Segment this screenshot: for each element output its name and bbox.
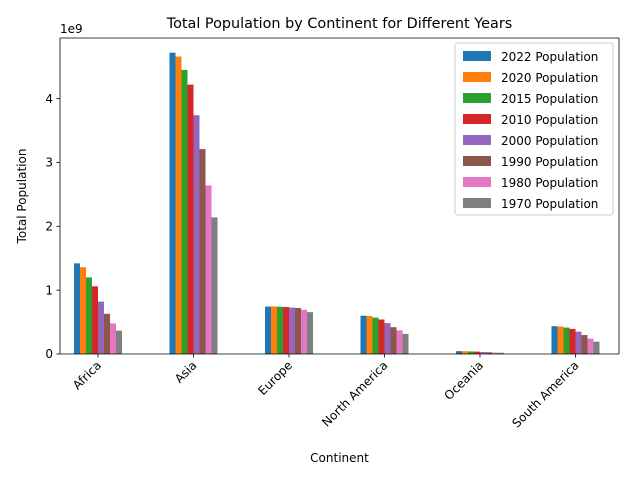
bar-europe-3 (283, 307, 289, 354)
legend: 2022 Population 2020 Population 2015 Popul… (454, 42, 614, 216)
bar-africa-6 (110, 323, 116, 354)
y-axis-label: Total Population (15, 149, 29, 245)
bar-north-america-7 (402, 333, 409, 354)
bar-europe-0 (265, 306, 271, 354)
bar-south-america-4 (575, 331, 582, 354)
legend-label: 2000 Population (501, 134, 598, 148)
legend-swatch (463, 156, 491, 166)
bar-north-america-0 (360, 315, 367, 354)
bar-asia-5 (199, 149, 206, 354)
bar-oceania-1 (462, 351, 468, 354)
bar-oceania-5 (486, 352, 492, 354)
bar-oceania-6 (492, 352, 498, 354)
chart-title: Total Population by Continent for Differ… (166, 16, 512, 32)
x-axis-label: Continent (310, 451, 369, 465)
bar-oceania-4 (480, 352, 486, 354)
bar-south-america-1 (557, 326, 564, 354)
bar-europe-4 (289, 307, 295, 354)
bar-africa-4 (98, 301, 104, 354)
bar-south-america-5 (581, 335, 588, 354)
legend-label: 1970 Population (501, 197, 598, 211)
legend-swatch (463, 72, 491, 82)
y-offset-label: 1e9 (60, 22, 83, 36)
bar-asia-2 (181, 69, 188, 355)
bar-oceania-7 (498, 352, 504, 354)
bars-group (74, 52, 600, 355)
legend-swatch (463, 114, 491, 124)
legend-label: 2015 Population (501, 92, 598, 106)
legend-swatch (463, 198, 491, 208)
bar-africa-1 (80, 267, 86, 354)
bar-africa-5 (104, 313, 110, 354)
bar-europe-7 (307, 312, 313, 354)
legend-frame (454, 42, 614, 216)
legend-label: 2010 Population (501, 113, 598, 127)
y-tick-label: 0 (45, 347, 53, 361)
y-axis-ticks: 0 1 2 3 4 (45, 92, 60, 361)
bar-africa-7 (116, 330, 122, 354)
legend-swatch (463, 51, 491, 61)
bar-north-america-4 (384, 323, 391, 354)
bar-north-america-2 (372, 317, 379, 354)
bar-europe-2 (277, 306, 283, 354)
legend-label: 1980 Population (501, 176, 598, 190)
bar-north-america-3 (378, 319, 385, 354)
bar-africa-3 (92, 286, 98, 354)
bar-europe-6 (301, 309, 307, 354)
bar-europe-1 (271, 306, 277, 354)
axes-frame (59, 37, 620, 355)
y-tick-label: 1 (45, 283, 53, 297)
bar-north-america-6 (396, 330, 403, 354)
bar-south-america-3 (569, 328, 576, 354)
bar-asia-6 (205, 185, 212, 354)
bar-oceania-2 (468, 351, 474, 354)
bar-north-america-5 (390, 327, 397, 354)
bar-africa-0 (74, 263, 80, 354)
bar-south-america-2 (563, 327, 570, 354)
bar-asia-0 (169, 52, 176, 355)
legend-swatch (463, 177, 491, 187)
bar-africa-2 (86, 277, 92, 354)
bar-asia-1 (175, 56, 182, 354)
legend-swatch (463, 93, 491, 103)
bar-asia-7 (211, 217, 218, 354)
y-tick-label: 2 (45, 220, 53, 234)
legend-label: 1990 Population (501, 155, 598, 169)
y-tick-label: 3 (45, 156, 53, 170)
bar-south-america-6 (587, 338, 594, 354)
legend-swatch (463, 135, 491, 145)
y-tick-label: 4 (45, 92, 53, 106)
bar-asia-3 (187, 84, 194, 354)
legend-label: 2020 Population (501, 71, 598, 85)
bar-oceania-0 (456, 351, 462, 354)
bar-oceania-3 (474, 351, 480, 354)
bar-europe-5 (295, 307, 301, 354)
bar-north-america-1 (366, 316, 373, 354)
bar-south-america-7 (593, 341, 600, 354)
legend-label: 2022 Population (501, 50, 598, 64)
bar-asia-4 (193, 115, 200, 355)
bar-south-america-0 (551, 326, 558, 354)
